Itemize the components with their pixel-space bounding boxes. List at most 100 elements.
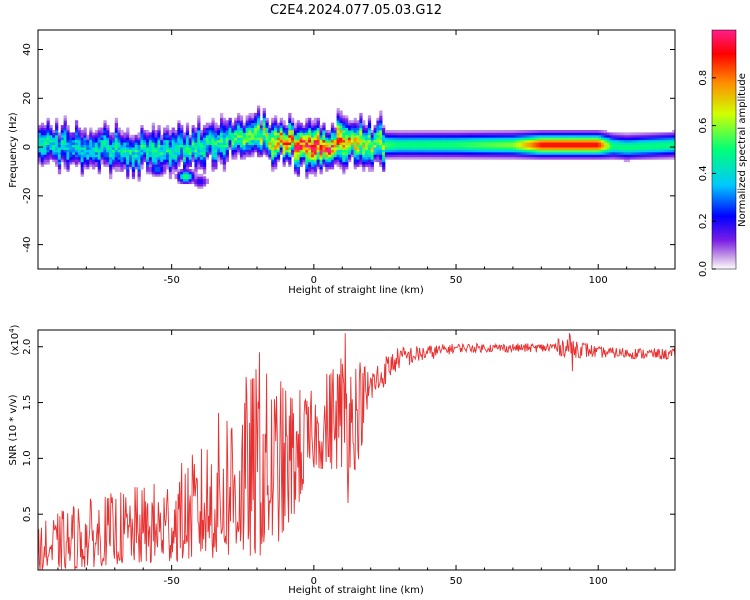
heatmap-cell xyxy=(234,144,238,148)
heatmap-cell xyxy=(293,137,298,141)
heatmap-cell xyxy=(635,154,639,158)
heatmap-cell xyxy=(603,142,608,146)
heatmap-cell xyxy=(313,129,318,133)
heatmap-cell xyxy=(194,159,198,163)
heatmap-cell xyxy=(46,127,50,131)
heatmap-cell xyxy=(393,156,397,160)
heatmap-cell xyxy=(660,142,665,146)
heatmap-cell xyxy=(336,142,340,146)
heatmap-cell xyxy=(640,139,645,143)
heatmap-cell xyxy=(200,181,204,185)
heatmap-cell xyxy=(123,142,127,146)
heatmap-cell xyxy=(217,125,221,128)
heatmap-cell xyxy=(228,117,232,121)
heatmap-cell xyxy=(507,132,511,136)
heatmap-cell xyxy=(154,169,158,172)
heatmap-cell xyxy=(373,142,377,146)
heatmap-cell xyxy=(111,159,116,163)
heatmap-cell xyxy=(350,144,355,148)
heatmap-cell xyxy=(402,154,406,158)
heatmap-cell xyxy=(643,144,647,148)
heatmap-cell xyxy=(549,134,554,138)
heatmap-cell xyxy=(211,137,215,141)
heatmap-cell xyxy=(640,142,645,146)
heatmap-cell xyxy=(589,154,593,158)
heatmap-cell xyxy=(601,154,605,158)
snr-scale-suffix: ) xyxy=(10,324,21,328)
heatmap-cell xyxy=(322,147,326,150)
heatmap-cell xyxy=(274,161,278,165)
heatmap-cell xyxy=(515,149,519,153)
heatmap-cell xyxy=(131,173,136,177)
spectrogram-ylabel: Frequency (Hz) xyxy=(8,112,19,188)
heatmap-cell xyxy=(606,132,610,136)
heatmap-cell xyxy=(458,132,463,136)
heatmap-cell xyxy=(157,144,161,148)
heatmap-cell xyxy=(606,137,610,141)
heatmap-cell xyxy=(146,139,150,143)
heatmap-cell xyxy=(43,127,47,131)
heatmap-cell xyxy=(524,154,528,158)
heatmap-cell xyxy=(69,142,73,146)
heatmap-cell xyxy=(609,151,613,155)
heatmap-cell xyxy=(663,137,667,141)
heatmap-cell xyxy=(475,139,480,143)
heatmap-cell xyxy=(490,154,494,158)
heatmap-cell xyxy=(569,139,574,143)
heatmap-cell xyxy=(507,134,511,138)
heatmap-cell xyxy=(251,122,255,126)
heatmap-cell xyxy=(333,142,337,146)
heatmap-cell xyxy=(342,161,346,165)
heatmap-cell xyxy=(339,144,343,148)
heatmap-cell xyxy=(356,134,360,138)
heatmap-cell xyxy=(55,137,59,141)
heatmap-cell xyxy=(296,154,301,158)
heatmap-cell xyxy=(40,142,45,146)
heatmap-cell xyxy=(643,154,647,158)
heatmap-cell xyxy=(106,147,110,150)
heatmap-cell xyxy=(100,149,104,153)
heatmap-cell xyxy=(117,151,121,155)
heatmap-cell xyxy=(438,132,443,136)
heatmap-cell xyxy=(77,159,82,163)
heatmap-cell xyxy=(427,151,431,155)
heatmap-cell xyxy=(328,134,332,138)
heatmap-cell xyxy=(347,144,352,148)
heatmap-cell xyxy=(180,134,184,138)
heatmap-cell xyxy=(171,164,175,167)
heatmap-cell xyxy=(92,166,96,170)
heatmap-cell xyxy=(214,125,218,128)
heatmap-cell xyxy=(487,156,491,160)
heatmap-cell xyxy=(217,132,221,136)
heatmap-cell xyxy=(518,156,522,160)
heatmap-cell xyxy=(171,149,175,153)
heatmap-cell xyxy=(438,129,443,133)
heatmap-cell xyxy=(632,137,636,141)
heatmap-cell xyxy=(163,134,167,138)
heatmap-cell xyxy=(657,139,662,143)
heatmap-cell xyxy=(251,147,255,150)
heatmap-cell xyxy=(60,156,64,160)
heatmap-cell xyxy=(288,161,292,165)
heatmap-cell xyxy=(148,169,153,172)
heatmap-cell xyxy=(569,154,574,158)
heatmap-cell xyxy=(470,137,474,141)
heatmap-cell xyxy=(234,134,238,138)
heatmap-cell xyxy=(436,142,440,146)
heatmap-cell xyxy=(180,147,184,150)
heatmap-cell xyxy=(481,151,485,155)
heatmap-cell xyxy=(165,144,170,148)
heatmap-cell xyxy=(143,132,147,136)
heatmap-cell xyxy=(271,147,275,150)
heatmap-cell xyxy=(478,132,483,136)
heatmap-cell xyxy=(268,156,272,160)
heatmap-cell xyxy=(640,144,645,148)
heatmap-cell xyxy=(342,151,346,155)
heatmap-cell xyxy=(490,156,494,160)
heatmap-cell xyxy=(484,149,488,153)
heatmap-cell xyxy=(532,137,537,141)
heatmap-cell xyxy=(126,156,130,160)
heatmap-cell xyxy=(450,142,454,146)
heatmap-cell xyxy=(57,134,62,138)
heatmap-cell xyxy=(302,139,306,143)
